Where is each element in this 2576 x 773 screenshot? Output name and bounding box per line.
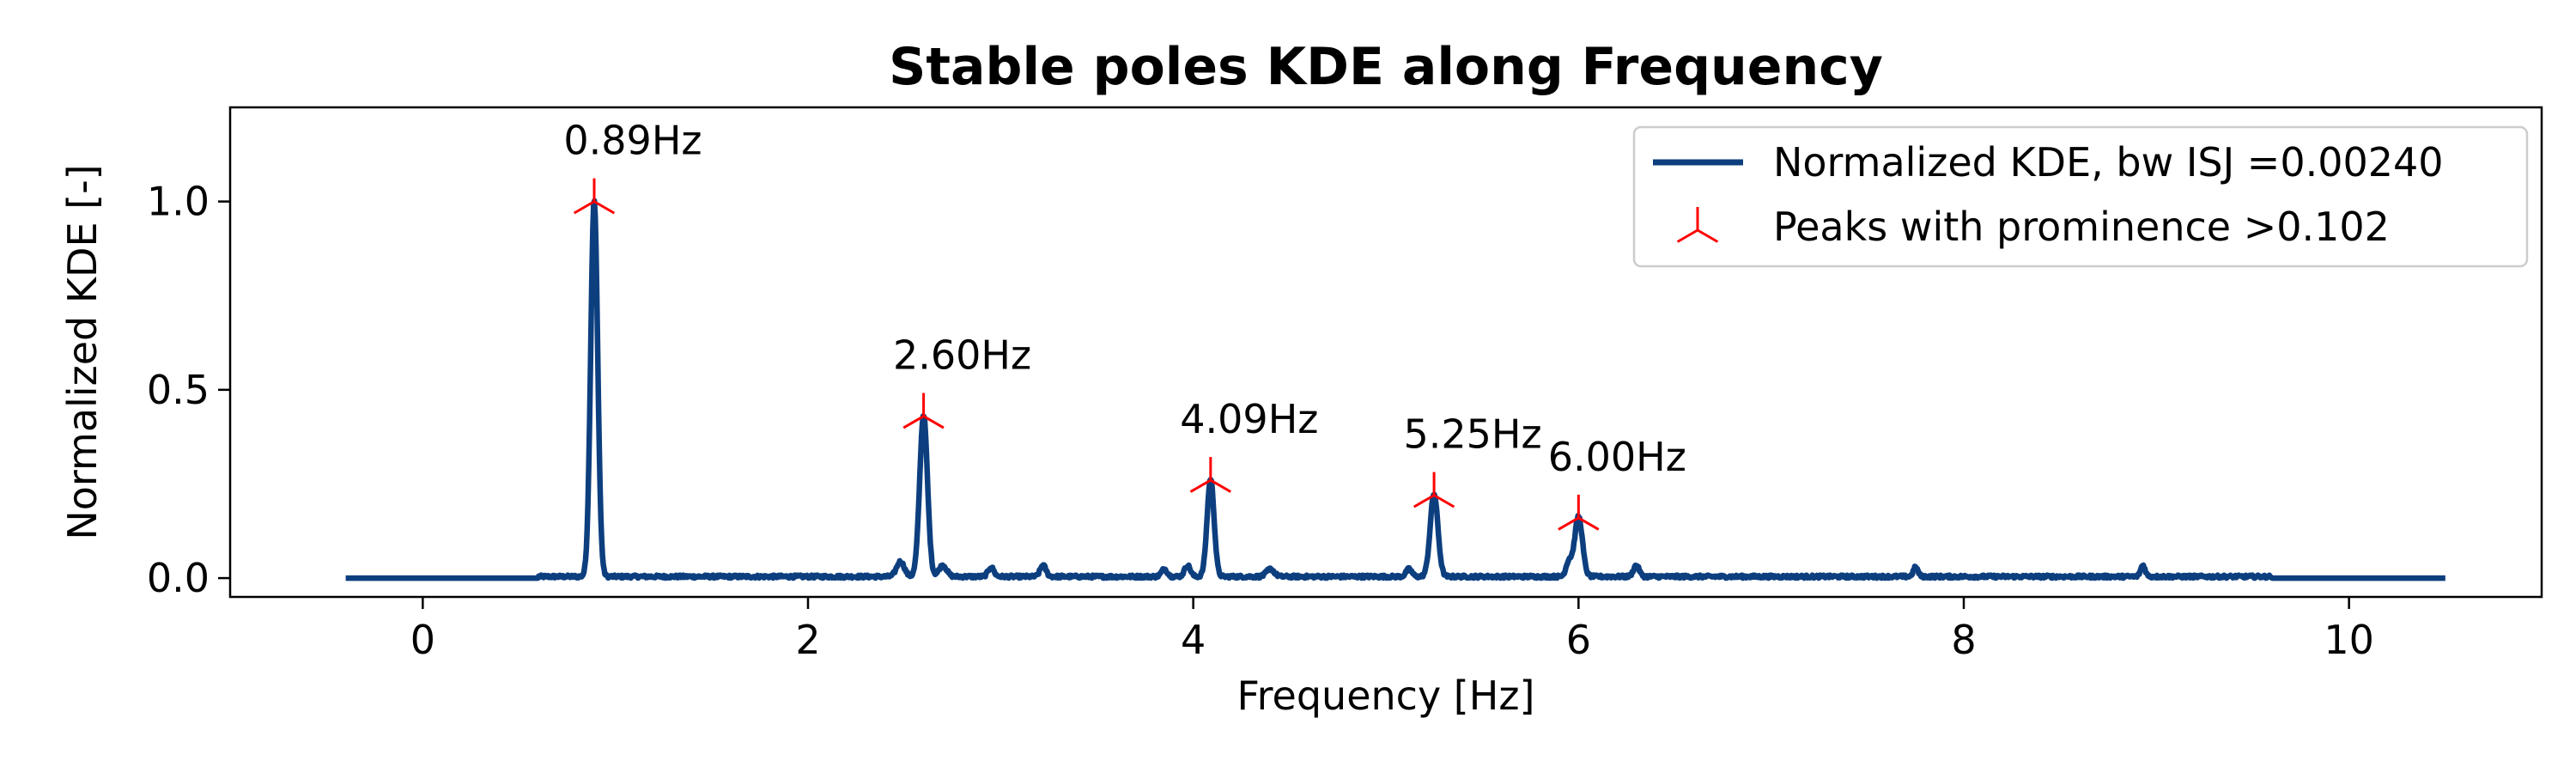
x-tick-label: 6 xyxy=(1566,617,1591,663)
plot-area: 0.89Hz 2.60Hz 4.09Hz 5.25Hz 6.00Hz xyxy=(343,118,2448,581)
axes-frame xyxy=(228,106,2543,599)
x-tick-label: 8 xyxy=(1951,617,1976,663)
peak-marker xyxy=(1189,457,1231,493)
x-tick-label: 4 xyxy=(1181,617,1206,663)
y-tick-label: 1.0 xyxy=(147,179,210,225)
legend-label-kde: Normalized KDE, bw ISJ =0.00240 xyxy=(1773,139,2444,186)
peak-label: 4.09Hz xyxy=(1180,396,1318,442)
legend-label-peaks: Peaks with prominence >0.102 xyxy=(1773,204,2390,250)
kde-series-line xyxy=(343,198,2448,581)
x-tick-label: 2 xyxy=(795,617,820,663)
peak-marker xyxy=(902,393,945,429)
peak-label: 6.00Hz xyxy=(1548,434,1686,480)
x-axis-ticks: 0 2 4 6 8 10 xyxy=(410,597,2374,663)
peak-label: 0.89Hz xyxy=(563,118,702,164)
chart-title: Stable poles KDE along Frequency xyxy=(889,37,1883,97)
peak-marker xyxy=(1558,494,1600,531)
peak-marker xyxy=(1413,472,1455,508)
peak-label: 5.25Hz xyxy=(1403,411,1541,458)
peak-marker xyxy=(573,178,616,215)
legend-box xyxy=(1632,125,2529,268)
peak-label: 2.60Hz xyxy=(893,332,1031,379)
x-tick-label: 0 xyxy=(410,617,435,663)
legend-peak-marker-swatch xyxy=(1676,207,1719,243)
x-axis-label: Frequency [Hz] xyxy=(1237,673,1535,719)
y-tick-label: 0.5 xyxy=(147,367,210,413)
y-axis-ticks: 0.0 0.5 1.0 xyxy=(147,179,230,601)
x-tick-label: 10 xyxy=(2324,617,2374,663)
y-axis-label: Normalized KDE [-] xyxy=(59,164,106,539)
y-tick-label: 0.0 xyxy=(147,555,210,601)
legend: Normalized KDE, bw ISJ =0.00240 Peaks wi… xyxy=(1632,125,2529,268)
legend-tri-marker xyxy=(1676,207,1719,243)
